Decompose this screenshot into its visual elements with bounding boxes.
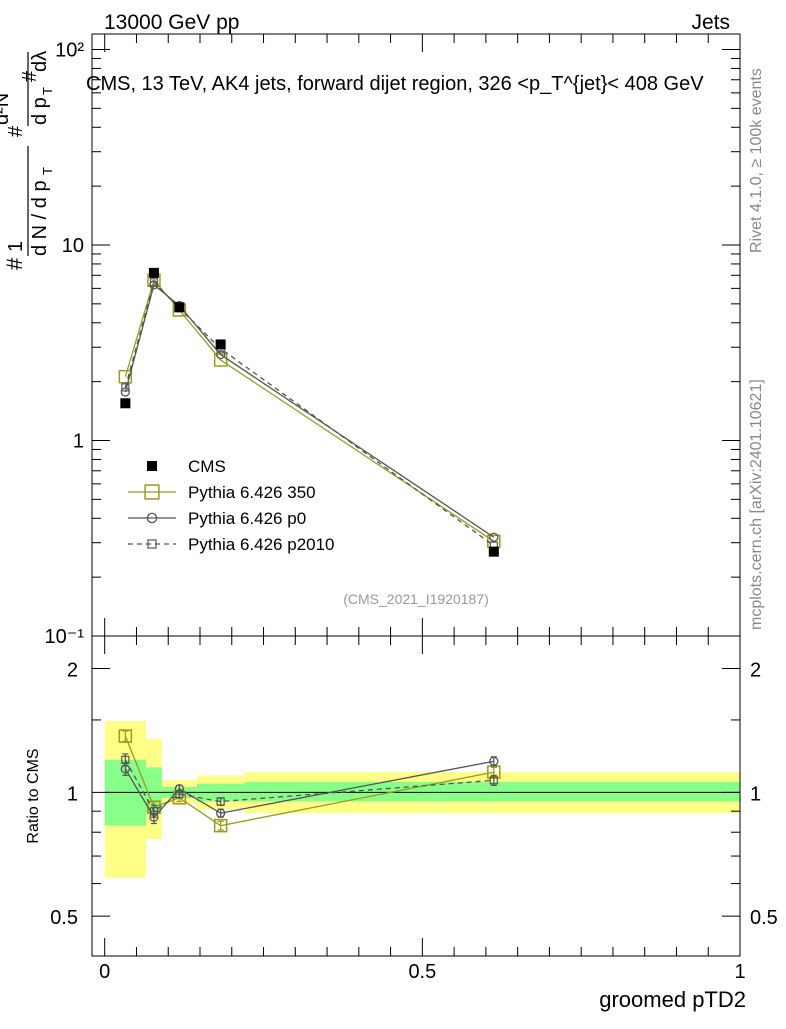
data-point — [489, 532, 499, 542]
ratio-point — [489, 756, 499, 766]
ratio-point — [149, 807, 159, 816]
y-tick-label: 2 — [67, 660, 78, 682]
legend-marker — [144, 484, 160, 500]
legend-marker — [147, 539, 157, 549]
series-0 — [120, 267, 499, 557]
data-point — [215, 349, 226, 360]
data-point — [149, 278, 159, 287]
ratio-point — [489, 776, 498, 785]
ratio-point — [213, 818, 228, 833]
y-tick-label: 1 — [67, 783, 78, 805]
series-1 — [118, 273, 501, 549]
svg-text:#: # — [2, 257, 27, 270]
legend-label: Pythia 6.426 350 — [188, 483, 316, 502]
ratio-point — [121, 755, 130, 764]
legend-marker — [146, 512, 158, 524]
legend: CMS Pythia 6.426 350 Pythia 6.426 p0 Pythia… — [128, 457, 335, 554]
data-point — [215, 339, 226, 350]
data-point — [148, 267, 159, 278]
data-point — [174, 302, 185, 313]
legend-label: Pythia 6.426 p0 — [188, 509, 306, 528]
ratio-ylabel: Ratio to CMS — [25, 748, 42, 843]
ratio-plot: 0.5 0.5 1 1 2 2 0 0.5 1 Ratio to CMS groomed pTD2 — [25, 635, 778, 1012]
data-point — [488, 546, 499, 557]
y-tick-label-right: 2 — [750, 660, 761, 682]
y-tick-label-right: 1 — [750, 783, 761, 805]
series-line — [124, 278, 495, 542]
ratio-series-2 — [121, 753, 498, 818]
ratio-point — [175, 790, 184, 799]
x-tick-label: 0 — [99, 961, 110, 983]
svg-text:T: T — [40, 167, 55, 175]
header-left: 13000 GeV pp — [104, 11, 239, 34]
data-point — [120, 398, 131, 409]
svg-text:d p: d p — [29, 97, 51, 125]
y-tick-label: 1 — [73, 430, 84, 452]
top-ylabel: # 1 d N / d p T # d²N d p T # dλ — [0, 51, 55, 270]
y-tick-label: 10² — [55, 39, 84, 61]
y-tick-label: 10⁻¹ — [45, 626, 85, 648]
chart-title: CMS, 13 TeV, AK4 jets, forward dijet reg… — [86, 73, 704, 95]
y-tick-label-right: 0.5 — [750, 907, 778, 929]
svg-text:#: # — [19, 70, 41, 82]
x-axis-label: groomed pTD2 — [599, 987, 746, 1012]
watermark: (CMS_2021_I1920187) — [343, 591, 489, 607]
ratio-point — [118, 729, 133, 743]
data-point — [121, 383, 130, 392]
svg-text:d²N: d²N — [0, 93, 13, 125]
svg-text:#: # — [5, 125, 27, 137]
data-point — [118, 369, 133, 384]
plot-frame — [91, 635, 741, 957]
x-tick-label: 0.5 — [408, 961, 436, 983]
y-tick-label: 0.5 — [50, 907, 78, 929]
legend-label: CMS — [188, 457, 226, 476]
ratio-line — [124, 759, 494, 813]
legend-label: Pythia 6.426 p2010 — [188, 535, 335, 554]
svg-text:1: 1 — [5, 241, 27, 252]
x-tick-label: 1 — [734, 961, 745, 983]
legend-marker — [147, 461, 157, 471]
series-2 — [120, 280, 499, 542]
ratio-point — [215, 808, 226, 818]
svg-text:d N / d p: d N / d p — [29, 180, 51, 256]
header-right: Jets — [691, 11, 730, 34]
mcplots-label: mcplots.cern.ch [arXiv:2401.10621] — [748, 379, 765, 630]
svg-text:dλ: dλ — [29, 51, 51, 72]
y-tick-label: 10 — [62, 235, 84, 257]
data-point — [120, 387, 131, 397]
rivet-label: Rivet 4.1.0, ≥ 100k events — [748, 68, 765, 253]
ratio-point — [216, 797, 225, 806]
svg-text:T: T — [40, 87, 55, 95]
